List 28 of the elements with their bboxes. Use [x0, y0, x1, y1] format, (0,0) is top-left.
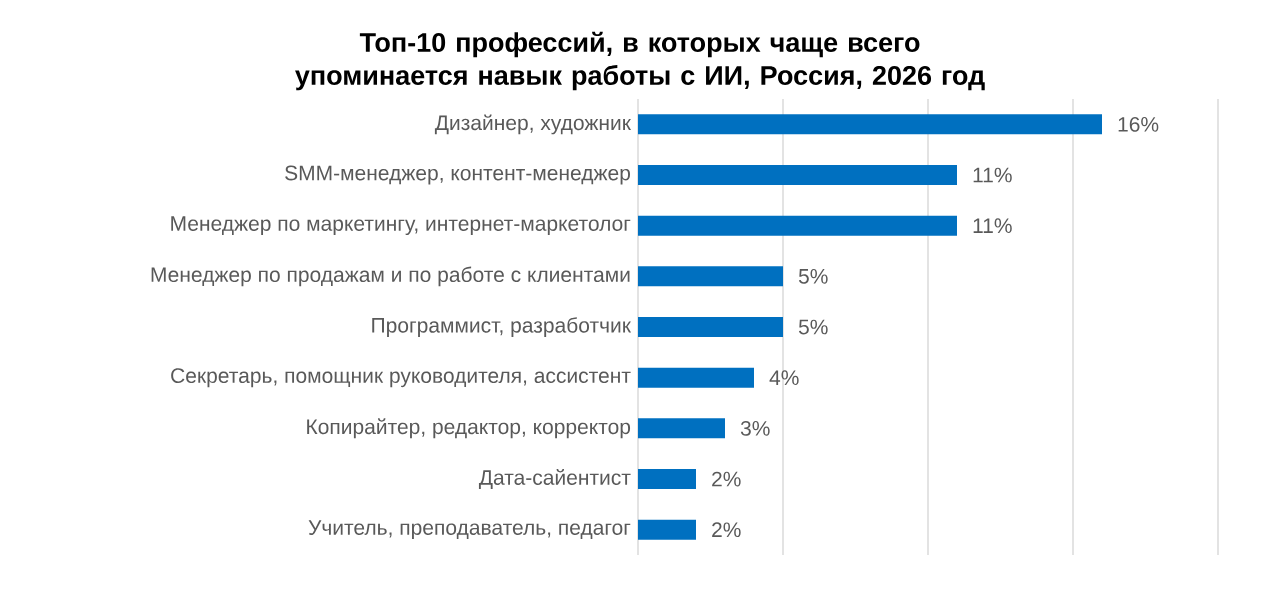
bar [638, 215, 957, 236]
data-label: 5% [798, 319, 828, 335]
data-label: 3% [740, 420, 770, 436]
data-label: 2% [712, 522, 741, 538]
y-tick-label: SMM-менеджер, контент-менеджер [285, 165, 631, 185]
data-label: 5% [798, 268, 828, 284]
y-tick-label: Менеджер по маркетингу, интернет-маркетолог [171, 216, 631, 236]
bar [638, 367, 754, 388]
bar [638, 266, 783, 287]
y-tick-label: Секретарь, помощник руководителя, ассистент [171, 368, 631, 388]
y-tick-label: Дата-сайентист [478, 469, 631, 489]
y-tick-label: Менеджер по продажам и по работе с клиентами [151, 266, 630, 287]
y-tick-label: Учитель, преподаватель, педагог [308, 520, 631, 540]
bar [638, 469, 696, 490]
data-label: 16% [1118, 116, 1159, 132]
data-label: 11% [973, 218, 1012, 234]
chart-title: Топ-10 профессий, в которых чаще всего упоминается навык работы с ИИ, Россия, 2026 год [295, 31, 985, 91]
y-tick-label: Программист, разработчик [372, 317, 632, 337]
bar [638, 317, 783, 338]
bar [638, 519, 696, 540]
data-label: 4% [769, 370, 799, 386]
y-tick-label: Копирайтер, редактор, корректор [307, 418, 631, 439]
bar [638, 165, 957, 186]
y-tick-label: Дизайнер, художник [434, 114, 632, 135]
bar [638, 418, 725, 439]
bar [638, 114, 1102, 135]
data-label: 11% [973, 167, 1012, 183]
data-label: 2% [712, 471, 741, 487]
